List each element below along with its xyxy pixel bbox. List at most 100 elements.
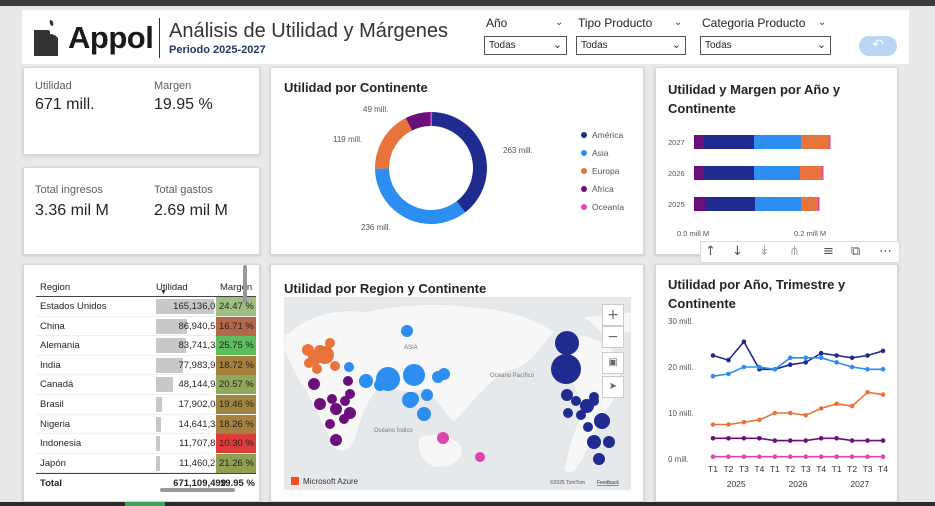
filter-product-type-dropdown[interactable]: Todas ⌄ xyxy=(576,36,686,55)
map-bubble[interactable] xyxy=(340,396,350,406)
expand-next-level-icon[interactable]: ↡ xyxy=(759,244,770,259)
zoom-in-button[interactable]: + xyxy=(602,304,624,326)
line-point[interactable] xyxy=(741,339,747,344)
map-bubble[interactable] xyxy=(405,392,419,406)
stacked-bar-segment[interactable] xyxy=(694,166,704,180)
table-vertical-scrollbar[interactable] xyxy=(243,265,247,303)
header-utilidad[interactable]: Utilidad xyxy=(156,282,188,293)
map-style-button[interactable]: ▣ xyxy=(602,352,624,374)
line-point[interactable] xyxy=(818,454,824,459)
line-point[interactable] xyxy=(726,357,731,363)
line-point[interactable] xyxy=(834,454,839,459)
map-bubble[interactable] xyxy=(571,396,581,406)
line-point[interactable] xyxy=(787,355,793,361)
map-bubble[interactable] xyxy=(343,376,353,386)
line-point[interactable] xyxy=(726,436,731,441)
stacked-bar-segment[interactable] xyxy=(801,197,818,211)
map-bubble[interactable] xyxy=(330,361,340,371)
focus-mode-icon[interactable]: ⧉ xyxy=(851,244,861,259)
table-row[interactable]: Indonesia 11,707,863 10.30 % xyxy=(36,434,256,454)
line-point[interactable] xyxy=(772,367,778,372)
line-point[interactable] xyxy=(849,438,855,443)
line-point[interactable] xyxy=(803,413,809,418)
line-point[interactable] xyxy=(865,367,870,372)
map-bubble[interactable] xyxy=(475,452,485,462)
compass-icon[interactable]: ➤ xyxy=(602,376,624,398)
map-bubble[interactable] xyxy=(561,389,573,401)
stacked-bar-segment[interactable] xyxy=(755,197,801,211)
line-point[interactable] xyxy=(726,454,731,459)
stacked-bar-segment[interactable] xyxy=(694,135,704,149)
line-series[interactable] xyxy=(712,340,884,371)
line-point[interactable] xyxy=(818,350,824,356)
filter-icon[interactable]: ≡ xyxy=(823,244,834,259)
line-point[interactable] xyxy=(803,438,809,443)
map-bubble[interactable] xyxy=(345,389,355,399)
reset-filters-button[interactable]: ↶ xyxy=(859,36,897,56)
table-row[interactable]: Estados Unidos 165,136,069 24.47 % xyxy=(36,297,256,317)
line-point[interactable] xyxy=(772,410,778,416)
line-point[interactable] xyxy=(741,419,747,425)
map-bubble[interactable] xyxy=(421,389,433,401)
stacked-bar-segment[interactable] xyxy=(704,135,754,149)
line-point[interactable] xyxy=(787,410,793,416)
map-bubble[interactable] xyxy=(312,364,322,374)
legend-item[interactable]: Oceanía xyxy=(592,202,624,212)
line-point[interactable] xyxy=(865,438,870,443)
line-point[interactable] xyxy=(710,436,716,441)
map-bubble[interactable] xyxy=(551,354,581,384)
line-point[interactable] xyxy=(741,436,747,441)
map-bubble[interactable] xyxy=(325,338,335,348)
stacked-bar-segment[interactable] xyxy=(801,135,829,149)
chevron-down-icon[interactable]: ⌄ xyxy=(818,17,827,28)
stacked-bar-segment[interactable] xyxy=(705,197,755,211)
line-point[interactable] xyxy=(834,436,839,441)
expand-all-icon[interactable]: ⋔ xyxy=(789,244,800,259)
line-point[interactable] xyxy=(787,362,793,367)
line-point[interactable] xyxy=(880,454,886,459)
donut-slice-africa[interactable] xyxy=(405,112,431,131)
stacked-bar-segment[interactable] xyxy=(754,166,800,180)
line-point[interactable] xyxy=(834,401,839,407)
map-bubble[interactable] xyxy=(314,398,326,410)
line-point[interactable] xyxy=(803,454,809,459)
map-feedback-link[interactable]: Feedback xyxy=(597,480,619,486)
stacked-bar-segment[interactable] xyxy=(694,197,705,211)
donut-slice-asia[interactable] xyxy=(375,168,466,224)
line-point[interactable] xyxy=(849,364,855,370)
line-point[interactable] xyxy=(880,438,886,443)
filter-year-dropdown[interactable]: Todas ⌄ xyxy=(484,36,567,55)
line-point[interactable] xyxy=(880,367,886,372)
map-bubble[interactable] xyxy=(594,413,610,429)
map-bubble[interactable] xyxy=(403,364,425,386)
line-point[interactable] xyxy=(818,406,824,411)
map-bubble[interactable] xyxy=(417,407,431,421)
line-point[interactable] xyxy=(865,454,870,459)
map-bubble[interactable] xyxy=(583,422,593,432)
line-point[interactable] xyxy=(772,454,778,459)
line-point[interactable] xyxy=(741,454,747,459)
map-bubble[interactable] xyxy=(359,374,373,388)
line-series[interactable] xyxy=(712,357,883,377)
line-point[interactable] xyxy=(803,355,809,361)
line-point[interactable] xyxy=(880,392,886,397)
line-point[interactable] xyxy=(757,417,762,423)
map-bubble[interactable] xyxy=(330,434,342,446)
line-series[interactable] xyxy=(713,391,884,426)
chevron-down-icon[interactable]: ⌄ xyxy=(555,17,564,28)
table-row[interactable]: India 77,983,959 18.72 % xyxy=(36,355,256,376)
map-bubble[interactable] xyxy=(576,410,586,420)
stacked-bar-segment[interactable] xyxy=(829,135,831,149)
line-point[interactable] xyxy=(710,454,716,459)
map-bubble[interactable] xyxy=(374,379,386,391)
table-row[interactable]: Brasil 17,902,043 19.46 % xyxy=(36,394,256,415)
map-bubble[interactable] xyxy=(304,358,314,368)
stacked-bar-segment[interactable] xyxy=(818,197,820,211)
line-point[interactable] xyxy=(834,353,839,358)
stacked-bar-segment[interactable] xyxy=(822,166,824,180)
map-bubble[interactable] xyxy=(344,362,354,372)
table-row[interactable]: Nigeria 14,641,353 18.26 % xyxy=(36,414,256,435)
filter-category-dropdown[interactable]: Todas ⌄ xyxy=(700,36,831,55)
legend-item[interactable]: Europa xyxy=(592,166,620,176)
line-point[interactable] xyxy=(787,438,793,443)
